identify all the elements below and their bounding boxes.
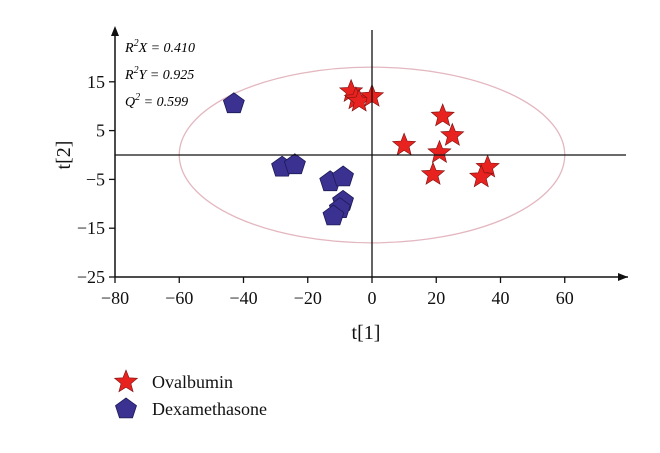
star-data-point [420, 161, 446, 185]
star-data-point [469, 164, 494, 188]
x-tick-label: −60 [165, 288, 193, 308]
y-axis-arrow [111, 26, 119, 36]
legend-label: Ovalbumin [152, 372, 233, 392]
star-data-point [440, 122, 465, 146]
pentagon-data-point [322, 204, 345, 226]
legend-pentagon-icon [115, 397, 137, 419]
legend: Ovalbumin Dexamethasone [113, 369, 267, 419]
y-tick-label: −15 [77, 218, 105, 238]
y-axis-label: t[2] [53, 141, 75, 170]
x-tick-label: 40 [492, 288, 510, 308]
x-tick-label: 20 [427, 288, 445, 308]
star-data-point [427, 139, 452, 163]
x-tick-label: −20 [294, 288, 322, 308]
x-tick-label: −80 [101, 288, 129, 308]
y-tick-label: −5 [86, 169, 105, 189]
star-data-point [430, 103, 455, 127]
axes: −80 −60 −40 −20 0 20 40 60 −25 −15 −5 5 15 t[1] t[2] [53, 26, 628, 344]
legend-star-icon [113, 369, 139, 393]
stat-label: R2Y = 0.925 [124, 65, 194, 83]
legend-item-dexamethasone: Dexamethasone [115, 397, 267, 419]
x-tick-label: 0 [368, 288, 377, 308]
series-ovalbumin [338, 78, 500, 188]
x-axis-label: t[1] [352, 322, 381, 344]
y-tick-label: 15 [87, 72, 105, 92]
legend-item-ovalbumin: Ovalbumin [113, 369, 233, 393]
y-tick-label: 5 [96, 121, 105, 141]
x-tick-label: −40 [229, 288, 257, 308]
legend-label: Dexamethasone [152, 399, 267, 419]
pentagon-data-point [332, 165, 354, 187]
model-statistics: R2X = 0.410 R2Y = 0.925 Q2 = 0.599 [124, 38, 195, 110]
y-tick-label: −25 [77, 267, 105, 287]
star-data-point [475, 154, 500, 178]
x-axis-arrow [618, 273, 628, 281]
series-dexamethasone [222, 92, 354, 226]
star-data-point [391, 132, 417, 156]
stat-label: Q2 = 0.599 [125, 92, 188, 110]
pentagon-data-point [222, 92, 245, 114]
x-tick-label: 60 [556, 288, 574, 308]
stat-label: R2X = 0.410 [124, 38, 195, 56]
pentagon-data-point [283, 153, 306, 175]
